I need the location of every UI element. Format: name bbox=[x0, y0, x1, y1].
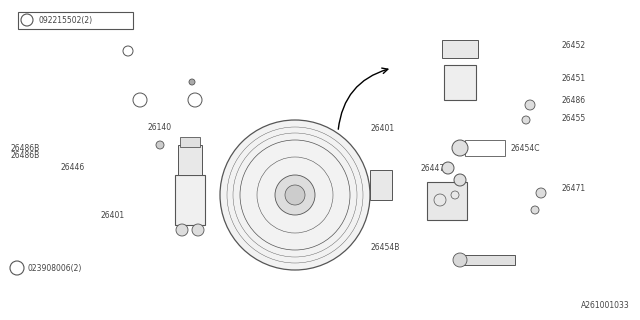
Circle shape bbox=[285, 185, 305, 205]
Bar bbox=[398, 10, 635, 308]
Circle shape bbox=[220, 120, 370, 270]
Text: 26486B: 26486B bbox=[10, 143, 39, 153]
Text: 023908006(2): 023908006(2) bbox=[27, 263, 81, 273]
Circle shape bbox=[192, 224, 204, 236]
Bar bbox=[175, 175, 205, 225]
Circle shape bbox=[536, 188, 546, 198]
Text: 26454B: 26454B bbox=[370, 244, 399, 252]
Text: 26446: 26446 bbox=[60, 163, 84, 172]
Circle shape bbox=[452, 140, 468, 156]
Text: 1: 1 bbox=[193, 98, 196, 102]
Text: 26140: 26140 bbox=[148, 123, 172, 132]
Text: 26486B: 26486B bbox=[10, 150, 39, 159]
Circle shape bbox=[21, 14, 33, 26]
Text: 26486: 26486 bbox=[562, 95, 586, 105]
Bar bbox=[18, 12, 133, 29]
Bar bbox=[460, 255, 515, 265]
Text: 26402: 26402 bbox=[330, 236, 354, 244]
Bar bbox=[370, 170, 392, 200]
Text: 26455: 26455 bbox=[562, 114, 586, 123]
Bar bbox=[444, 65, 476, 100]
Circle shape bbox=[522, 116, 530, 124]
Text: N: N bbox=[15, 266, 19, 270]
Bar bbox=[442, 40, 478, 58]
Text: 1: 1 bbox=[25, 18, 29, 22]
Circle shape bbox=[275, 175, 315, 215]
Text: 26454C: 26454C bbox=[510, 143, 540, 153]
Bar bbox=[465, 140, 505, 156]
Bar bbox=[427, 182, 467, 220]
Circle shape bbox=[188, 93, 202, 107]
Text: 26452: 26452 bbox=[562, 41, 586, 50]
Circle shape bbox=[525, 100, 535, 110]
Circle shape bbox=[176, 224, 188, 236]
Circle shape bbox=[531, 206, 539, 214]
Circle shape bbox=[453, 253, 467, 267]
Circle shape bbox=[133, 93, 147, 107]
Text: 26471: 26471 bbox=[562, 183, 586, 193]
Circle shape bbox=[454, 174, 466, 186]
Text: 26401: 26401 bbox=[100, 211, 124, 220]
Text: 26401: 26401 bbox=[370, 124, 394, 132]
Text: 26447: 26447 bbox=[420, 164, 444, 172]
Circle shape bbox=[189, 79, 195, 85]
Text: A261001033: A261001033 bbox=[581, 300, 630, 309]
Text: 1: 1 bbox=[138, 98, 141, 102]
Bar bbox=[178, 145, 202, 175]
Text: 092215502(2): 092215502(2) bbox=[38, 15, 92, 25]
Text: 26451: 26451 bbox=[562, 74, 586, 83]
Circle shape bbox=[10, 261, 24, 275]
Bar bbox=[180, 137, 200, 147]
Circle shape bbox=[442, 162, 454, 174]
Circle shape bbox=[156, 141, 164, 149]
